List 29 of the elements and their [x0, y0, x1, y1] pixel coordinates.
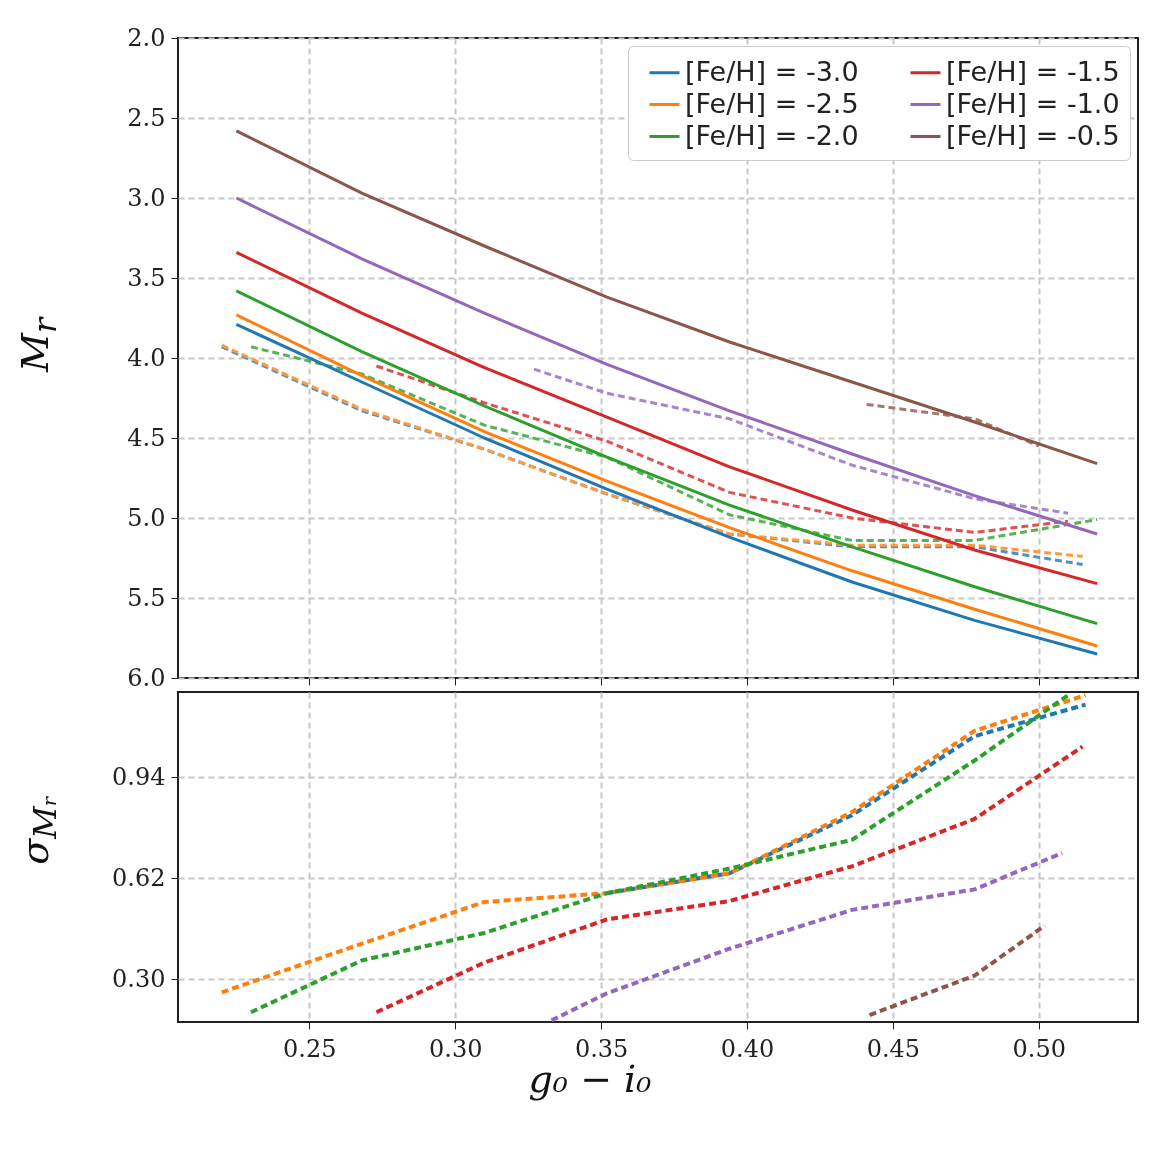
- line-series: [549, 851, 1065, 1022]
- line-series: [374, 364, 1070, 534]
- y-tick-label: 3.5: [127, 263, 166, 292]
- y-tick-label: 2.0: [127, 23, 166, 52]
- y-tick-label: 5.0: [127, 503, 166, 532]
- x-tick-label: 0.40: [720, 1034, 775, 1063]
- x-tick-label: 0.45: [866, 1034, 921, 1063]
- legend-label: [Fe/H] = -1.5: [946, 55, 1120, 87]
- line-series: [234, 196, 1099, 536]
- legend-label: [Fe/H] = -3.0: [685, 55, 859, 87]
- legend-label: [Fe/H] = -2.5: [685, 87, 859, 119]
- y-tick-label: 2.5: [127, 103, 166, 132]
- legend-label: [Fe/H] = -0.5: [946, 119, 1120, 151]
- legend-label: [Fe/H] = -2.0: [685, 119, 859, 151]
- y-tick-label: 3.0: [127, 183, 166, 212]
- legend-label: [Fe/H] = -1.0: [946, 87, 1120, 119]
- y-tick-label: 4.0: [127, 343, 166, 372]
- line-series: [532, 367, 1070, 515]
- x-tick-label: 0.25: [283, 1034, 337, 1063]
- line-series: [374, 744, 1085, 1015]
- y-tick-label: 6.0: [127, 663, 166, 692]
- y-tick-label: 0.30: [112, 964, 166, 993]
- x-tick-label: 0.30: [428, 1034, 483, 1063]
- y-tick-label: 4.5: [127, 423, 166, 452]
- y-tick-label: 0.94: [112, 762, 166, 791]
- y-tick-label: 5.5: [127, 583, 166, 612]
- line-series: [234, 250, 1099, 586]
- y-tick-label: 0.62: [112, 863, 166, 892]
- x-tick-label: 0.50: [1012, 1034, 1067, 1063]
